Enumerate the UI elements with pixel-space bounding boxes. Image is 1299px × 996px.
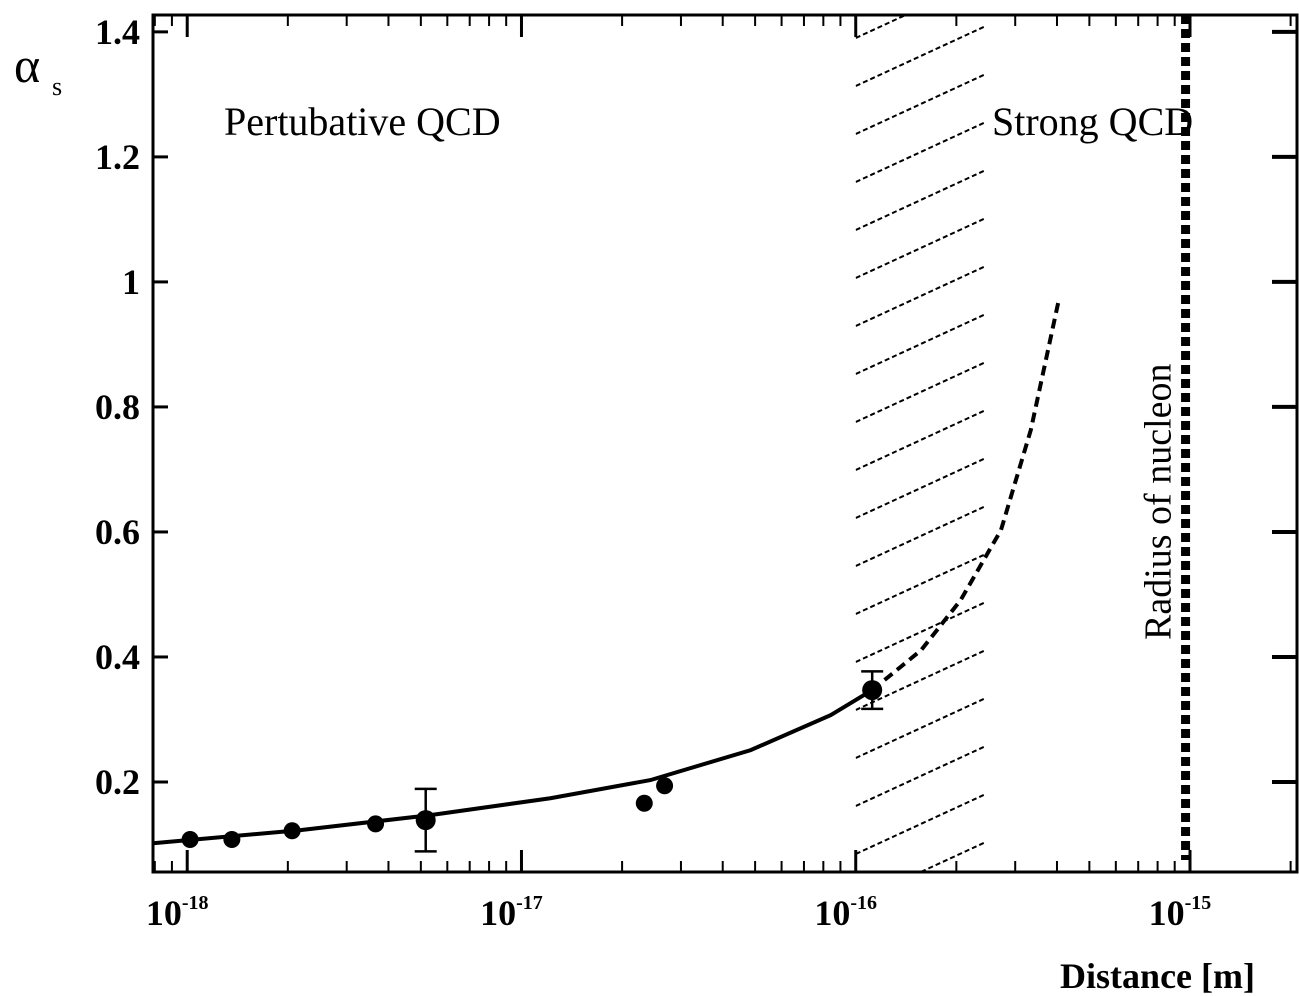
hatch-line [855, 73, 986, 135]
data-point [862, 680, 883, 701]
data-point [181, 830, 199, 848]
hatch-line [855, 697, 986, 759]
hatch-line [855, 15, 908, 39]
x-tick-label: 10-16 [814, 892, 877, 933]
x-axis-label: Distance [m] [1060, 956, 1255, 996]
y-tick-label: 1 [122, 262, 140, 302]
y-tick-label: 0.8 [95, 387, 140, 427]
curve [152, 688, 874, 846]
x-tick-base: 10 [1149, 893, 1185, 933]
hatch-line [855, 745, 986, 807]
data-point [283, 822, 301, 840]
x-tick-base: 10 [480, 893, 516, 933]
data-point [223, 830, 241, 848]
x-tick-exponent: -15 [1185, 892, 1212, 914]
x-tick-base: 10 [814, 893, 850, 933]
hatch-line [855, 649, 986, 711]
shaded-region [855, 15, 986, 872]
y-tick-label: 0.6 [95, 512, 140, 552]
hatch-line [855, 313, 986, 375]
hatch-line [855, 793, 986, 855]
hatch-line [855, 25, 986, 87]
y-tick-label: 1.2 [95, 137, 140, 177]
hatch-line [855, 409, 986, 471]
x-tick-label: 10-15 [1149, 892, 1212, 933]
annotation: Strong QCD [992, 99, 1193, 144]
hatch-line [855, 121, 986, 183]
x-tick-exponent: -16 [850, 892, 877, 914]
plot-frame [151, 13, 1299, 874]
y-axis-label: α [14, 37, 40, 93]
y-axis-label-subscript: s [52, 72, 62, 101]
x-tick-label: 10-18 [146, 892, 209, 933]
x-tick-exponent: -17 [516, 892, 543, 914]
hatch-line [855, 361, 986, 423]
hatch-line [855, 601, 986, 663]
hatch-line [855, 169, 986, 231]
data-point [635, 794, 653, 812]
data-point [415, 810, 436, 831]
annotation: Radius of nucleon [1138, 363, 1180, 640]
hatch-line [855, 265, 986, 327]
hatch-line [855, 553, 986, 615]
hatch-line [855, 505, 986, 567]
y-tick-label: 0.2 [95, 762, 140, 802]
y-tick-label: 0.4 [95, 637, 140, 677]
x-tick-label: 10-17 [480, 892, 543, 933]
data-point [367, 815, 385, 833]
annotation: Pertubative QCD [224, 99, 501, 144]
curve [870, 299, 1061, 692]
x-tick-exponent: -18 [182, 892, 209, 914]
hatch-line [855, 217, 986, 279]
y-tick-label: 1.4 [95, 12, 140, 52]
hatch-line [855, 457, 986, 519]
data-point [656, 777, 674, 795]
x-tick-base: 10 [146, 893, 182, 933]
